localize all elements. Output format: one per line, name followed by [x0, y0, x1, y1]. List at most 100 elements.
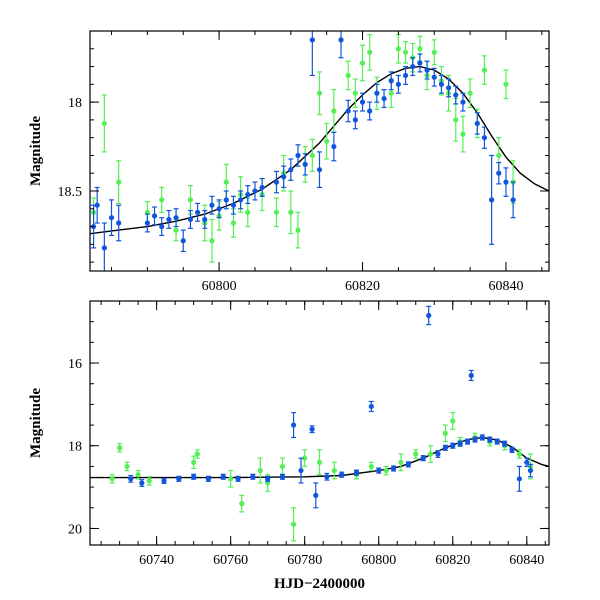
data-point-blue	[252, 188, 258, 194]
data-point-blue	[220, 474, 226, 480]
data-point-blue	[501, 441, 508, 447]
data-point-blue	[176, 476, 182, 482]
plot-frame	[89, 300, 550, 546]
data-point-green	[331, 108, 337, 114]
data-point-blue	[298, 467, 304, 474]
data-point-blue	[94, 202, 100, 208]
data-point-blue	[245, 191, 251, 198]
data-point-blue	[223, 197, 229, 203]
data-point-blue	[527, 467, 534, 474]
data-point-blue	[309, 426, 315, 432]
data-point-green	[402, 49, 409, 55]
data-point-blue	[209, 202, 215, 208]
data-point-blue	[460, 99, 466, 105]
data-point-green	[187, 197, 194, 203]
data-point-green	[331, 467, 337, 474]
data-point-blue	[395, 81, 401, 87]
data-point-green	[146, 478, 152, 484]
data-point-blue	[367, 108, 373, 114]
data-point-blue	[503, 179, 509, 185]
data-point-green	[383, 467, 389, 474]
data-point-blue	[338, 37, 344, 43]
data-point-blue	[402, 72, 409, 79]
x-tick-label: 60760	[213, 553, 248, 568]
data-point-blue	[464, 439, 471, 445]
data-point-blue	[250, 474, 256, 480]
data-point-green	[223, 179, 229, 185]
data-point-blue	[108, 215, 115, 221]
data-point-blue	[295, 152, 301, 159]
data-point-green	[413, 451, 419, 457]
y-axis-title: Magnitude	[28, 116, 44, 186]
data-point-blue	[420, 455, 426, 461]
data-point-green	[194, 451, 200, 457]
data-point-blue	[457, 441, 463, 447]
data-point-blue	[442, 445, 448, 451]
data-point-green	[230, 220, 237, 226]
data-point-green	[117, 445, 123, 451]
x-tick-label: 60840	[509, 553, 544, 568]
data-point-blue	[173, 215, 179, 221]
data-point-green	[431, 49, 437, 55]
y-tick-label: 20	[68, 522, 82, 537]
data-point-blue	[331, 143, 337, 150]
data-point-green	[159, 197, 165, 203]
data-point-green	[279, 463, 286, 470]
data-point-blue	[159, 223, 165, 230]
data-point-green	[481, 67, 488, 73]
data-point-blue	[288, 167, 294, 173]
data-point-blue	[353, 470, 360, 476]
data-point-green	[388, 90, 394, 96]
data-point-blue	[235, 476, 241, 482]
data-point-blue	[489, 197, 495, 203]
data-point-blue	[279, 474, 286, 480]
data-point-blue	[374, 90, 380, 96]
data-point-green	[295, 227, 301, 233]
data-point-green	[516, 451, 522, 457]
data-point-green	[288, 209, 294, 215]
data-point-green	[173, 227, 179, 233]
data-point-blue	[496, 170, 502, 176]
x-tick-label: 60740	[139, 553, 174, 568]
data-point-green	[239, 501, 245, 507]
data-point-blue	[161, 478, 167, 484]
data-point-green	[316, 90, 323, 96]
data-point-blue	[180, 238, 186, 244]
data-point-green	[442, 430, 448, 436]
x-tick-label: 60840	[488, 279, 523, 294]
y-tick-label: 18	[68, 96, 82, 111]
data-point-blue	[368, 403, 374, 410]
data-point-blue	[238, 197, 244, 203]
data-point-green	[427, 451, 434, 457]
model-curve	[90, 65, 549, 235]
data-point-green	[467, 90, 473, 96]
data-point-blue	[479, 434, 485, 441]
data-point-blue	[316, 167, 323, 173]
data-point-blue	[417, 60, 423, 66]
bottom-panel: 60740 60760 60780 60800 60820 60840 16 18 20 Magn…	[28, 300, 550, 592]
plot-area	[90, 31, 549, 271]
x-tick-label: 60780	[287, 553, 322, 568]
data-point-green	[496, 152, 502, 159]
data-point-blue	[481, 135, 488, 141]
x-axis-title: HJD−2400000	[274, 576, 365, 592]
y-tick-label: 18	[68, 440, 82, 455]
data-point-blue	[516, 476, 522, 482]
data-point-blue	[139, 480, 145, 486]
data-point-green	[273, 209, 280, 215]
data-point-blue	[324, 474, 330, 480]
data-point-blue	[191, 474, 197, 480]
data-point-green	[191, 459, 197, 465]
data-point-blue	[509, 447, 515, 453]
x-tick-label: 60800	[202, 279, 237, 294]
data-point-green	[450, 418, 456, 424]
data-point-blue	[426, 312, 432, 319]
data-point-blue	[194, 209, 201, 215]
y-tick-label: 16	[68, 357, 82, 372]
data-point-blue	[116, 220, 122, 226]
data-point-blue	[352, 117, 358, 123]
data-point-green	[257, 467, 263, 474]
data-point-blue	[313, 492, 319, 498]
data-point-green	[124, 463, 130, 470]
